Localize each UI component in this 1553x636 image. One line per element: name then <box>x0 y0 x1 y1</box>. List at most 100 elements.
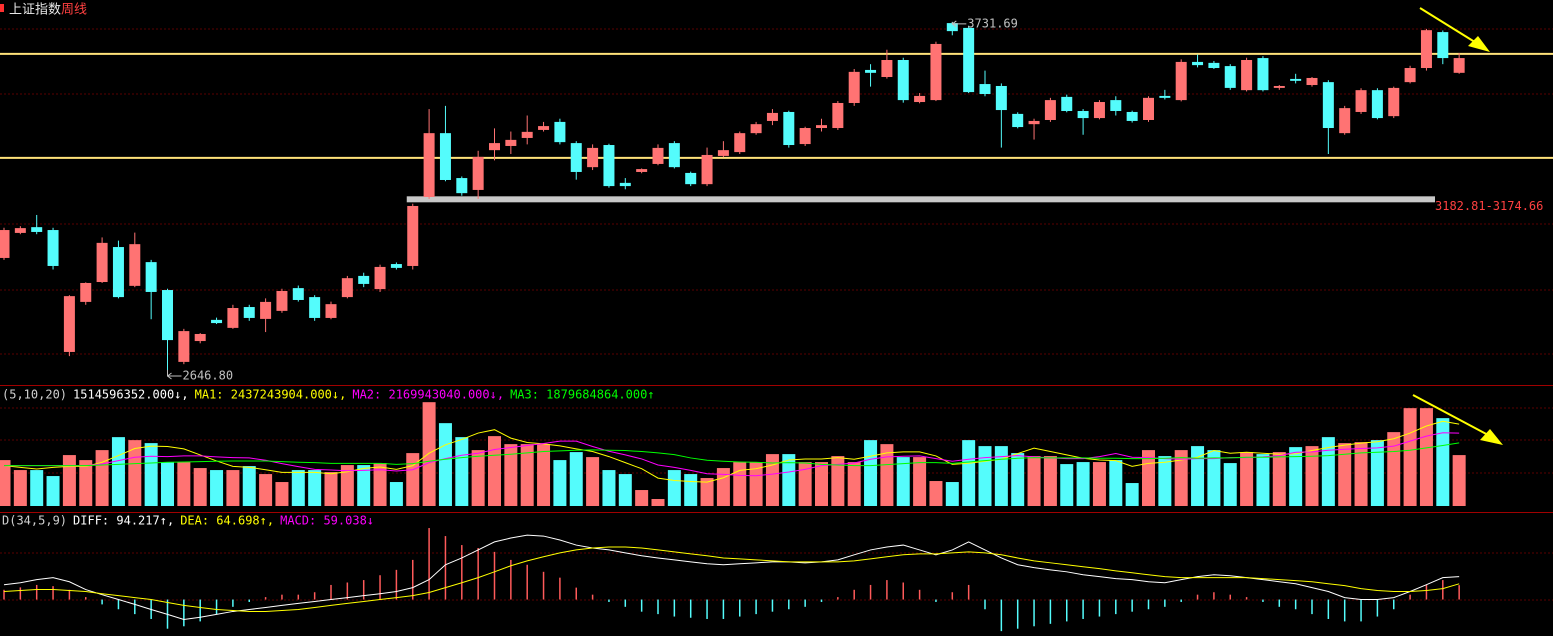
candle-body <box>341 278 353 298</box>
candle-body <box>897 59 909 101</box>
volume-bar <box>553 460 567 506</box>
candle-body <box>96 242 108 283</box>
candle-body <box>1061 96 1073 112</box>
candle-body <box>1420 30 1432 69</box>
candle-body <box>587 147 599 168</box>
candle-body <box>914 95 926 103</box>
arrow-head <box>1468 36 1490 52</box>
candle-body <box>162 290 173 341</box>
extreme-label: 3731.69 <box>967 16 1018 30</box>
candle-body <box>407 205 419 266</box>
volume-bar <box>1011 453 1025 506</box>
volume-bar <box>1305 446 1319 506</box>
candle-body <box>717 150 729 156</box>
volume-ma-line <box>3 420 1460 483</box>
volume-bar <box>1191 446 1205 506</box>
volume-bar <box>95 450 109 506</box>
volume-bar <box>30 470 44 506</box>
volume-bar <box>1043 456 1057 506</box>
candle-body <box>325 304 337 318</box>
volume-bar <box>62 455 76 506</box>
candle-body <box>521 131 533 138</box>
volume-bar <box>210 470 224 506</box>
candle-body <box>995 85 1007 111</box>
volume-bar <box>0 460 11 506</box>
candle-body <box>1322 82 1334 129</box>
extreme-pointer <box>167 369 182 380</box>
legend-entry: (5,10,20) <box>2 388 67 402</box>
candle-body <box>554 121 566 143</box>
candle-body <box>1273 85 1285 88</box>
volume-bar <box>602 470 616 506</box>
legend-entry: D(34,5,9) <box>2 514 67 528</box>
volume-bar <box>144 443 158 506</box>
volume-bar <box>1272 452 1286 506</box>
volume-bar <box>291 470 305 506</box>
arrow <box>1419 7 1479 45</box>
volume-bar <box>864 440 878 506</box>
candle-body <box>946 23 958 32</box>
volume-bar <box>357 465 371 506</box>
candle-body <box>799 128 811 145</box>
candle-body <box>1143 97 1154 120</box>
marker <box>0 4 4 12</box>
volume-bar <box>700 478 714 506</box>
volume-bar <box>1403 408 1417 506</box>
candle-body <box>0 230 10 258</box>
volume-bar <box>880 444 894 506</box>
annotation-arrows <box>1412 7 1503 445</box>
volume-bar <box>111 437 125 506</box>
candle-body <box>1208 62 1220 69</box>
candle-body <box>930 43 942 101</box>
candle-body <box>456 178 468 194</box>
volume-bar <box>1419 408 1433 506</box>
volume-bar <box>226 470 240 506</box>
volume-bar <box>1321 437 1335 506</box>
candle-body <box>636 169 648 172</box>
candle-body <box>276 290 288 311</box>
volume-ma-line <box>4 432 1460 477</box>
candle-body <box>112 247 124 298</box>
volume-bar <box>929 481 943 506</box>
price-band <box>406 196 1435 203</box>
candle-body <box>848 71 860 103</box>
band-label: 3182.81-3174.66 <box>1435 199 1543 213</box>
candle-body <box>783 111 795 146</box>
candle-body <box>129 244 141 286</box>
candle-body <box>734 133 746 153</box>
candle-body <box>178 331 190 362</box>
volume-bar <box>1060 464 1074 506</box>
volume-bar <box>962 440 976 506</box>
volume-bar <box>1354 442 1368 506</box>
candle-body <box>14 228 26 233</box>
candle-body <box>1290 78 1302 81</box>
volume-bar <box>1289 447 1303 506</box>
candle-body <box>832 102 844 129</box>
candle-body <box>1126 111 1138 121</box>
volume-bar <box>798 462 812 506</box>
candle-body <box>1241 59 1253 91</box>
candle-body <box>1159 95 1171 98</box>
candle-body <box>1437 32 1449 59</box>
volume-bar <box>994 446 1008 506</box>
candle-body <box>538 126 550 130</box>
volume-bar <box>373 463 387 506</box>
volume-bar <box>259 474 273 506</box>
volume-bar <box>1109 460 1123 506</box>
candle-body <box>1453 58 1465 73</box>
volume-bar <box>1076 462 1090 506</box>
legend-entry: 1514596352.000↓, <box>73 388 189 402</box>
volume-bar <box>422 402 436 506</box>
volume-bar <box>406 453 420 506</box>
candle-body <box>63 296 75 352</box>
volume-bar <box>667 470 681 506</box>
candle-body <box>1028 120 1040 125</box>
volume-bar <box>520 444 534 506</box>
candle-body <box>668 143 680 168</box>
volume-bar <box>1452 455 1466 506</box>
candle-body <box>211 319 223 324</box>
volume-bar <box>455 437 469 506</box>
candle-body <box>227 308 239 328</box>
volume-bar <box>193 468 207 506</box>
